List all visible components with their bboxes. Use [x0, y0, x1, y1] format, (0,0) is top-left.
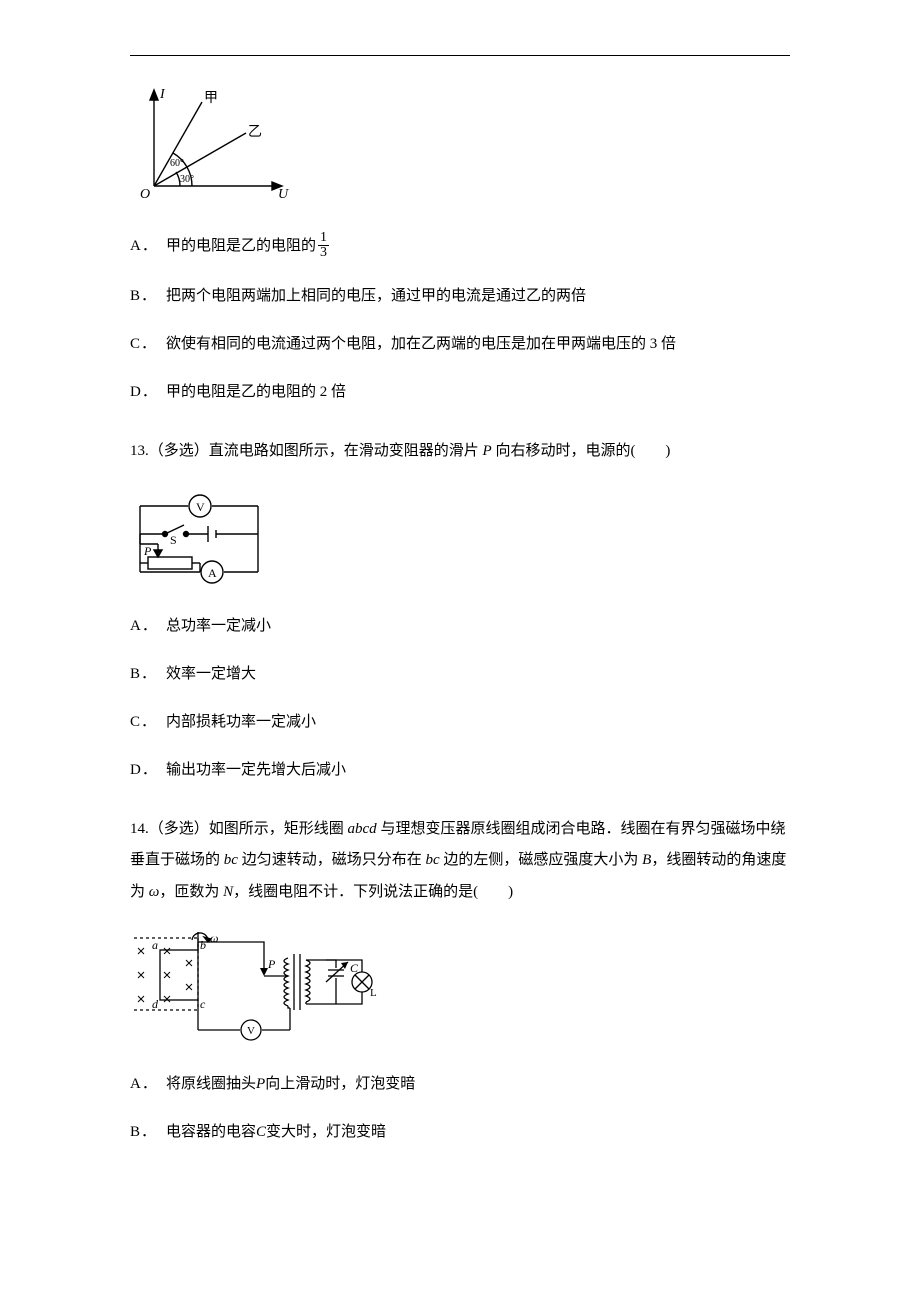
q14-option-b: B． 电容器的电容 C 变大时，灯泡变暗	[130, 1120, 790, 1144]
option-text: 内部损耗功率一定减小	[166, 710, 316, 734]
option-letter: B．	[130, 284, 166, 308]
option-letter: A．	[130, 234, 166, 258]
stem-var: bc	[224, 852, 238, 868]
label-omega: ω	[210, 932, 218, 945]
option-letter: B．	[130, 662, 166, 686]
option-text: 总功率一定减小	[166, 614, 271, 638]
label-v: V	[247, 1025, 255, 1037]
option-letter: D．	[130, 380, 166, 404]
label-b: b	[200, 938, 206, 952]
angle2-label: 30°	[180, 174, 194, 185]
switch-label: S	[170, 533, 177, 547]
label-a: a	[152, 938, 158, 952]
q12-graph: I U O 甲 乙 60° 30°	[130, 86, 790, 201]
option-letter: D．	[130, 758, 166, 782]
slider-label: P	[143, 544, 152, 558]
stem-var: B	[642, 852, 651, 868]
q12-option-d: D． 甲的电阻是乙的电阻的 2 倍	[130, 380, 790, 404]
stem-text: 边匀速转动，磁场只分布在	[238, 852, 426, 868]
q14-stem: 14.（多选）如图所示，矩形线圈 abcd 与理想变压器原线圈组成闭合电路．线圈…	[130, 814, 790, 909]
origin-label: O	[140, 187, 150, 201]
q13-circuit: V A S P	[130, 492, 790, 584]
angle1-label: 60°	[170, 158, 184, 169]
stem-var: bc	[425, 852, 439, 868]
option-var: P	[256, 1072, 265, 1096]
q12-option-b: B． 把两个电阻两端加上相同的电压，通过甲的电流是通过乙的两倍	[130, 284, 790, 308]
option-text: 将原线圈抽头	[166, 1072, 256, 1096]
q14-circuit: a b c d ω P V C L	[130, 932, 790, 1042]
q12-option-c: C． 欲使有相同的电流通过两个电阻，加在乙两端的电压是加在甲两端电压的 3 倍	[130, 332, 790, 356]
denominator: 3	[318, 245, 329, 260]
option-text: 变大时，灯泡变暗	[266, 1120, 386, 1144]
top-rule	[130, 55, 790, 56]
stem-text: 边的左侧，磁感应强度大小为	[440, 852, 643, 868]
stem-text: ，匝数为	[159, 884, 223, 900]
stem-text: ，线圈电阻不计．下列说法正确的是( )	[233, 884, 513, 900]
fraction: 1 3	[318, 231, 329, 260]
option-letter: A．	[130, 1072, 166, 1096]
q13-option-a: A． 总功率一定减小	[130, 614, 790, 638]
voltmeter-label: V	[196, 500, 205, 514]
axis-x-label: U	[278, 187, 289, 201]
label-c-cap: C	[350, 961, 359, 975]
option-text: 输出功率一定先增大后减小	[166, 758, 346, 782]
stem-text: 向右移动时，电源的( )	[492, 443, 671, 459]
option-text: 甲的电阻是乙的电阻的	[166, 234, 316, 258]
line2-label: 乙	[248, 124, 262, 140]
numerator: 1	[318, 231, 329, 245]
option-text: 效率一定增大	[166, 662, 256, 686]
option-letter: C．	[130, 332, 166, 356]
label-c: c	[200, 997, 206, 1011]
stem-text: 13.（多选）直流电路如图所示，在滑动变阻器的滑片	[130, 443, 483, 459]
label-p: P	[267, 957, 276, 971]
line1-label: 甲	[204, 91, 218, 106]
stem-var: ω	[149, 884, 160, 900]
q12-option-a: A． 甲的电阻是乙的电阻的 1 3	[130, 231, 790, 260]
q13-stem: 13.（多选）直流电路如图所示，在滑动变阻器的滑片 P 向右移动时，电源的( )	[130, 436, 790, 468]
q13-option-b: B． 效率一定增大	[130, 662, 790, 686]
option-letter: C．	[130, 710, 166, 734]
label-l: L	[370, 987, 377, 999]
option-text: 欲使有相同的电流通过两个电阻，加在乙两端的电压是加在甲两端电压的 3 倍	[166, 332, 676, 356]
option-letter: A．	[130, 614, 166, 638]
stem-var: P	[483, 443, 492, 459]
q13-option-c: C． 内部损耗功率一定减小	[130, 710, 790, 734]
axis-y-label: I	[159, 87, 166, 102]
label-d: d	[152, 997, 159, 1011]
option-text: 向上滑动时，灯泡变暗	[265, 1072, 415, 1096]
option-text: 把两个电阻两端加上相同的电压，通过甲的电流是通过乙的两倍	[166, 284, 586, 308]
ammeter-label: A	[208, 566, 217, 580]
stem-var: N	[223, 884, 233, 900]
stem-text: 14.（多选）如图所示，矩形线圈	[130, 821, 348, 837]
q13-option-d: D． 输出功率一定先增大后减小	[130, 758, 790, 782]
option-text: 甲的电阻是乙的电阻的 2 倍	[166, 380, 346, 404]
option-text: 电容器的电容	[166, 1120, 256, 1144]
option-var: C	[256, 1120, 266, 1144]
stem-var: abcd	[348, 821, 377, 837]
option-letter: B．	[130, 1120, 166, 1144]
q14-option-a: A． 将原线圈抽头 P 向上滑动时，灯泡变暗	[130, 1072, 790, 1096]
